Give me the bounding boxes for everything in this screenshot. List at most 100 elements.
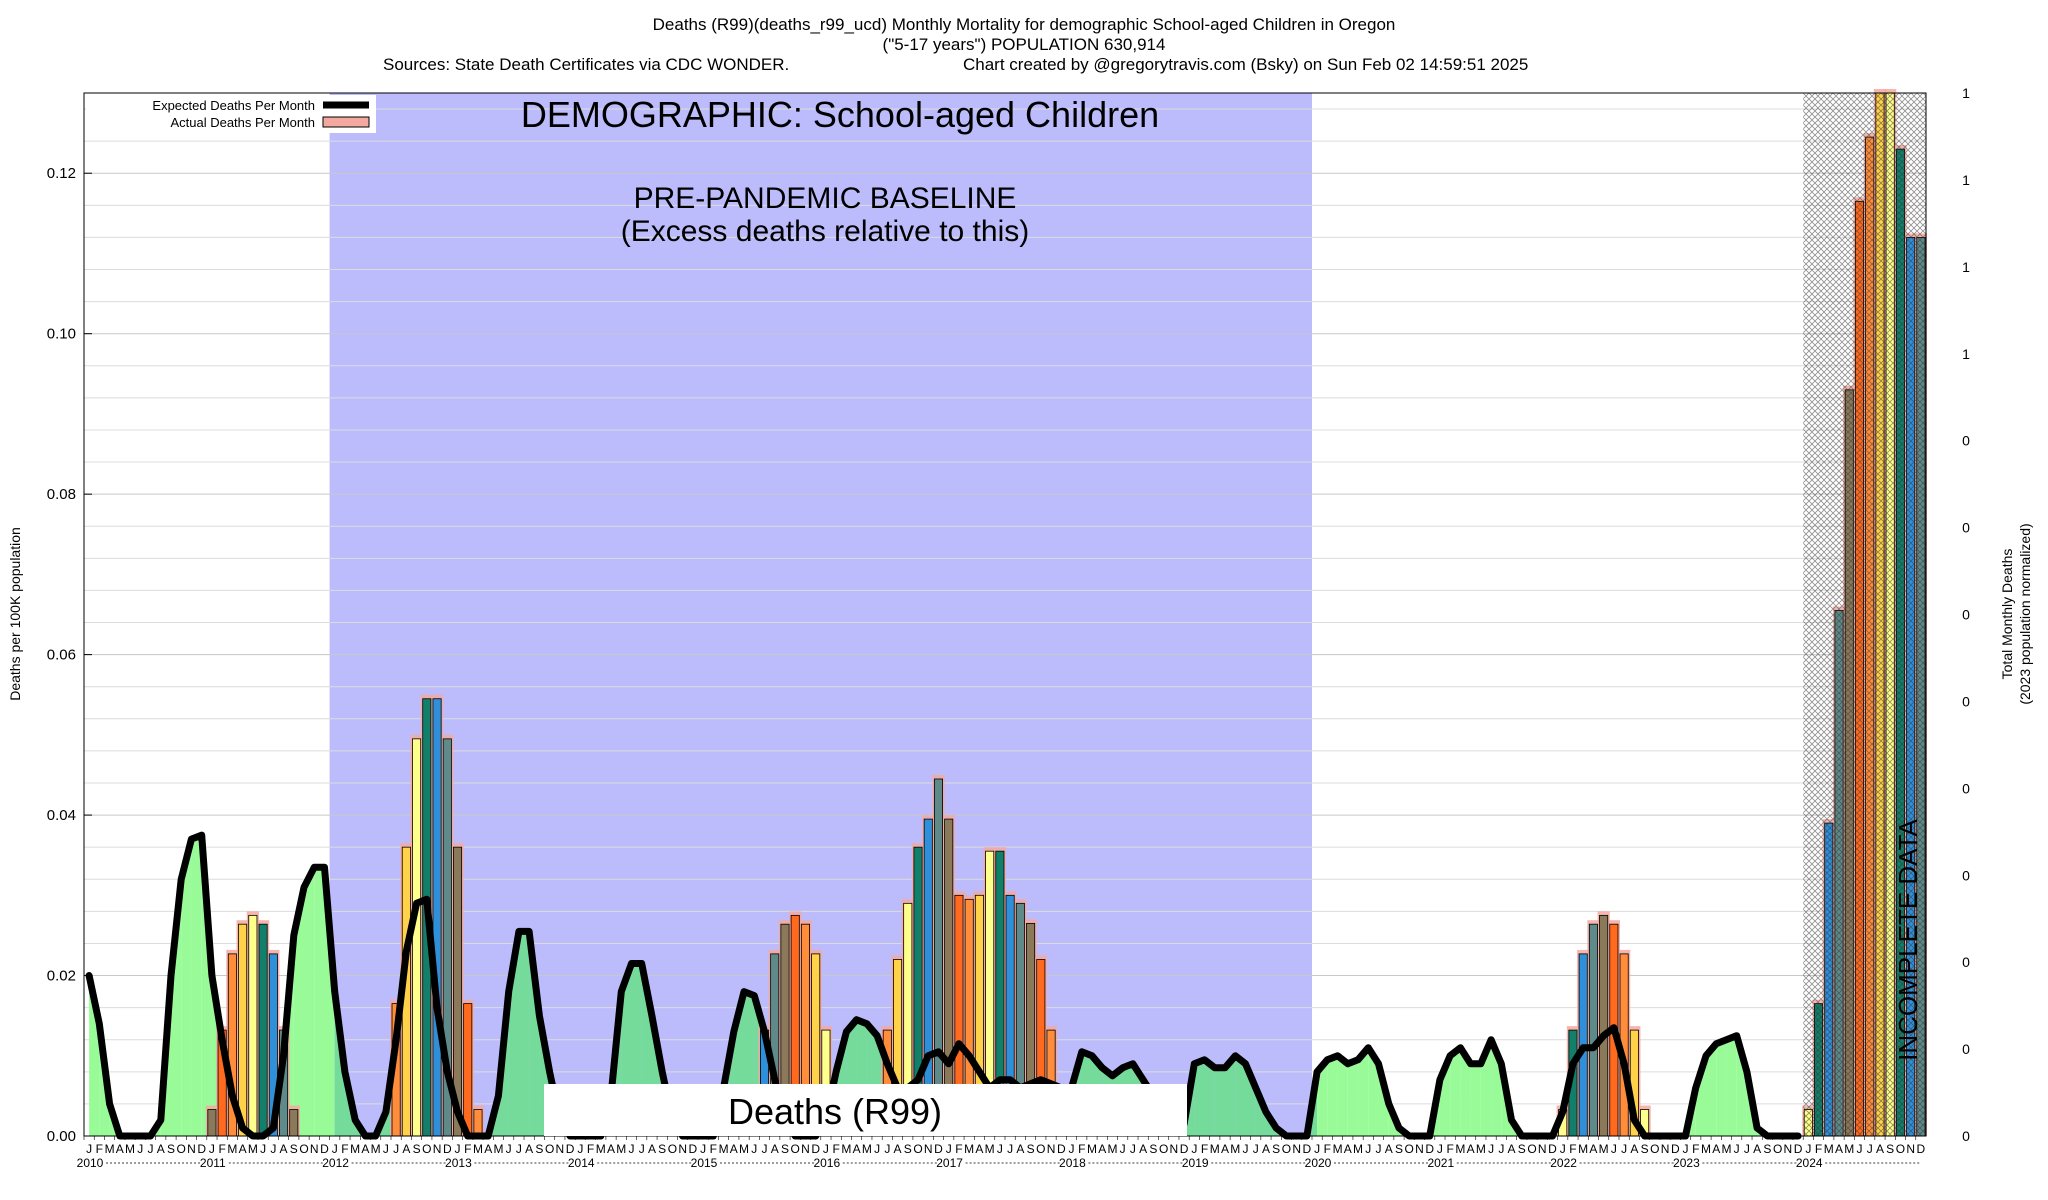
y2-tick-label: 0 bbox=[1962, 1041, 1970, 1057]
expected-area-segment bbox=[1204, 1059, 1215, 1136]
month-tick-label: O bbox=[1773, 1142, 1782, 1156]
month-tick-label: A bbox=[1098, 1142, 1106, 1156]
y-tick-label: 0.02 bbox=[47, 968, 76, 985]
month-tick-label: N bbox=[1170, 1142, 1179, 1156]
y2-tick-label: 0 bbox=[1962, 433, 1970, 449]
month-tick-label: J bbox=[628, 1142, 634, 1156]
month-tick-label: F bbox=[1815, 1142, 1822, 1156]
month-tick-label: F bbox=[1446, 1142, 1453, 1156]
month-tick-label: J bbox=[1683, 1142, 1689, 1156]
y-axis-right-ticks: 0 0 0 0 0 0 0 0 0 1 1 1 1 bbox=[1962, 85, 1970, 1144]
month-tick-label: A bbox=[1344, 1142, 1352, 1156]
demographic-label: DEMOGRAPHIC: School-aged Children bbox=[521, 94, 1159, 135]
month-tick-label: F bbox=[464, 1142, 471, 1156]
baseline-label: PRE-PANDEMIC BASELINE bbox=[634, 182, 1017, 215]
month-tick-label: M bbox=[350, 1142, 360, 1156]
y-tick-label: 0.00 bbox=[47, 1128, 76, 1145]
month-tick-label: J bbox=[1560, 1142, 1566, 1156]
actual-bar bbox=[473, 1109, 483, 1137]
month-tick-label: J bbox=[1805, 1142, 1811, 1156]
y-tick-label: 0.10 bbox=[47, 326, 76, 343]
cause-label: Deaths (R99) bbox=[728, 1091, 942, 1132]
month-tick-label: A bbox=[1876, 1142, 1884, 1156]
expected-area-segment bbox=[1470, 1063, 1481, 1136]
month-tick-label: J bbox=[1856, 1142, 1862, 1156]
incomplete-label: INCOMPLETE DATA bbox=[1893, 818, 1923, 1060]
month-tick-label: J bbox=[946, 1142, 952, 1156]
y-axis-right-label: Total Monthly Deaths bbox=[1999, 549, 2015, 680]
month-tick-label: M bbox=[473, 1142, 483, 1156]
month-tick-label: S bbox=[413, 1142, 421, 1156]
month-tick-label: A bbox=[1835, 1142, 1843, 1156]
month-tick-label: J bbox=[1498, 1142, 1504, 1156]
y-axis-left-ticks: 0.00 0.02 0.04 0.06 0.08 0.10 0.12 bbox=[47, 165, 92, 1145]
month-tick-label: J bbox=[270, 1142, 276, 1156]
month-tick-label: J bbox=[393, 1142, 399, 1156]
month-tick-label: A bbox=[280, 1142, 288, 1156]
month-tick-label: D bbox=[934, 1142, 943, 1156]
month-tick-label: J bbox=[86, 1142, 92, 1156]
month-tick-label: M bbox=[596, 1142, 606, 1156]
month-tick-label: J bbox=[1376, 1142, 1382, 1156]
expected-area-segment bbox=[1368, 1047, 1379, 1136]
month-tick-label: F bbox=[218, 1142, 225, 1156]
actual-bar bbox=[463, 1003, 473, 1137]
actual-bar bbox=[238, 923, 248, 1137]
month-tick-label: N bbox=[1784, 1142, 1793, 1156]
month-tick-label: J bbox=[884, 1142, 890, 1156]
expected-area-segment bbox=[529, 931, 540, 1136]
y-axis-left-label: Deaths per 100K population bbox=[7, 527, 23, 701]
expected-area-segment bbox=[1214, 1067, 1226, 1136]
expected-area-segment bbox=[181, 839, 192, 1136]
month-tick-label: D bbox=[1057, 1142, 1066, 1156]
actual-bar bbox=[207, 1109, 217, 1137]
month-tick-label: S bbox=[167, 1142, 175, 1156]
expected-area-segment bbox=[191, 835, 202, 1136]
month-tick-label: D bbox=[1794, 1142, 1803, 1156]
expected-area-segment bbox=[1225, 1055, 1236, 1136]
month-tick-label: M bbox=[1721, 1142, 1731, 1156]
actual-bar bbox=[432, 698, 442, 1137]
y2-tick-label: 0 bbox=[1962, 780, 1970, 796]
expected-area-segment bbox=[518, 931, 530, 1136]
month-tick-label: J bbox=[1365, 1142, 1371, 1156]
month-tick-label: M bbox=[1578, 1142, 1588, 1156]
y2-tick-label: 1 bbox=[1962, 259, 1970, 275]
month-tick-label: A bbox=[975, 1142, 983, 1156]
month-tick-label: D bbox=[1180, 1142, 1189, 1156]
month-tick-label: F bbox=[587, 1142, 594, 1156]
month-tick-label: O bbox=[545, 1142, 554, 1156]
month-tick-label: N bbox=[1292, 1142, 1301, 1156]
expected-area-segment bbox=[1317, 1059, 1328, 1136]
month-tick-label: M bbox=[371, 1142, 381, 1156]
incomplete-hatch bbox=[1803, 93, 1926, 1136]
month-tick-label: M bbox=[493, 1142, 503, 1156]
month-tick-label: J bbox=[997, 1142, 1003, 1156]
year-label: 2024 bbox=[1796, 1156, 1823, 1170]
month-tick-label: O bbox=[791, 1142, 800, 1156]
month-tick-label: M bbox=[1476, 1142, 1486, 1156]
expected-area-segment bbox=[1726, 1035, 1737, 1136]
month-tick-label: J bbox=[874, 1142, 880, 1156]
expected-area-segment bbox=[1347, 1059, 1359, 1136]
year-label: 2023 bbox=[1673, 1156, 1700, 1170]
month-tick-label: J bbox=[577, 1142, 583, 1156]
month-tick-label: J bbox=[1191, 1142, 1197, 1156]
month-tick-label: O bbox=[1282, 1142, 1291, 1156]
month-tick-label: S bbox=[1395, 1142, 1403, 1156]
actual-bar bbox=[1599, 914, 1609, 1137]
month-tick-label: M bbox=[1107, 1142, 1117, 1156]
month-tick-label: N bbox=[187, 1142, 196, 1156]
month-tick-label: M bbox=[1087, 1142, 1097, 1156]
month-tick-label: D bbox=[197, 1142, 206, 1156]
month-tick-label: D bbox=[811, 1142, 820, 1156]
expected-area-segment bbox=[170, 879, 182, 1136]
month-tick-label: M bbox=[1353, 1142, 1363, 1156]
month-tick-label: D bbox=[1671, 1142, 1680, 1156]
year-label: 2014 bbox=[568, 1156, 595, 1170]
y2-tick-label: 0 bbox=[1962, 867, 1970, 883]
month-tick-label: A bbox=[525, 1142, 533, 1156]
year-label: 2011 bbox=[200, 1156, 226, 1170]
